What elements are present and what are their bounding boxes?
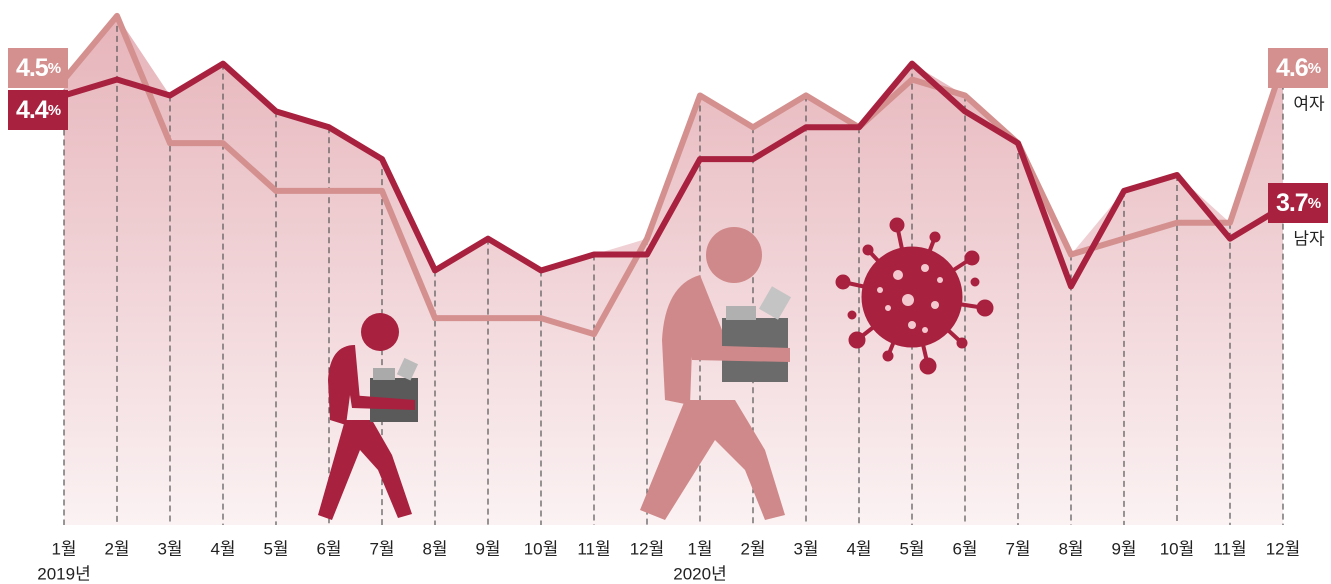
x-tick-label: 3월 [157,539,182,558]
x-tick-label: 11월 [577,539,610,558]
x-tick-label: 4월 [210,539,235,558]
x-tick-label: 1월 [687,539,712,558]
year-label: 2019년 [37,564,90,583]
value-label: 4.6% [1276,54,1321,82]
value-label: 4.5% [16,54,61,82]
series-name: 남자 [1293,229,1325,248]
value-label-box [1268,183,1328,223]
value-label-number: 3.7 [1276,189,1308,217]
series-line [61,12,1286,338]
x-tick-label: 8월 [1058,539,1083,558]
value-label-unit: % [1308,60,1321,77]
year-label: 2020년 [673,564,726,583]
virus [835,217,994,375]
x-tick-label: 5월 [899,539,924,558]
x-tick-label: 12월 [630,539,665,558]
x-tick-label: 3월 [793,539,818,558]
worker-large [640,227,792,520]
value-label-unit: % [1308,195,1321,212]
x-tick-label: 10월 [1160,539,1195,558]
value-label-number: 4.6 [1276,54,1308,82]
x-tick-label: 10월 [524,539,559,558]
value-label-box [8,90,68,130]
line-layer [61,12,1286,338]
value-label-unit: % [48,60,61,77]
x-tick-label: 7월 [369,539,394,558]
value-label: 4.4% [16,96,61,124]
x-tick-label: 2월 [104,539,129,558]
x-tick-label: 2월 [740,539,765,558]
x-tick-label: 9월 [1111,539,1136,558]
x-tick-label: 5월 [263,539,288,558]
x-tick-label: 9월 [475,539,500,558]
value-label: 3.7% [1276,189,1321,217]
x-tick-label: 7월 [1005,539,1030,558]
value-label-box [1268,48,1328,88]
series-name: 여자 [1293,94,1325,113]
value-label-number: 4.5 [16,54,49,82]
worker-small [318,313,419,520]
label-layer: 1월 2월 3월 4월 5월 6월 7월 8월 9월 10월 11월 12월 1월 2월 3월 4월 5월 6월 7… [8,48,1328,583]
x-tick-label: 4월 [846,539,871,558]
x-tick-label: 12월 [1266,539,1301,558]
x-tick-label: 6월 [316,539,341,558]
value-label-number: 4.4 [16,96,49,124]
x-tick-label: 8월 [422,539,447,558]
value-label-unit: % [48,102,61,119]
value-label-box [8,48,68,88]
x-tick-label: 11월 [1213,539,1246,558]
x-tick-label: 6월 [952,539,977,558]
x-tick-label: 1월 [51,539,76,558]
series-line [63,60,1285,290]
